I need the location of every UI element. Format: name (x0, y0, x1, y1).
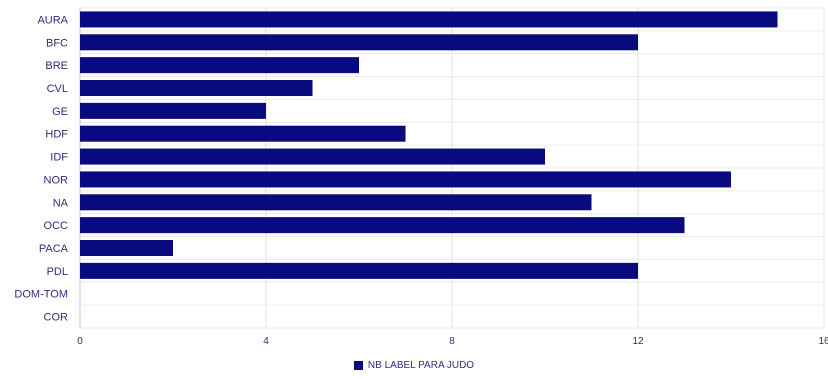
legend-label: NB LABEL PARA JUDO (367, 360, 475, 371)
bar (80, 262, 638, 279)
y-tick-label: AURA (37, 14, 68, 26)
y-tick-label: DOM-TOM (14, 289, 68, 301)
y-tick-label: COR (44, 312, 69, 324)
y-tick-label: NA (53, 197, 69, 209)
y-tick-label: PDL (47, 266, 68, 278)
y-tick-label: IDF (50, 152, 68, 164)
bar (80, 217, 685, 234)
bar (80, 102, 266, 119)
y-tick-label: HDF (45, 129, 68, 141)
y-tick-label: GE (52, 106, 68, 118)
bar (80, 34, 638, 51)
y-tick-label: BFC (46, 37, 68, 49)
y-tick-label: NOR (44, 174, 69, 186)
y-tick-label: OCC (44, 220, 69, 232)
bar (80, 57, 359, 74)
x-tick-label: 8 (449, 336, 455, 347)
bar (80, 240, 173, 256)
legend-swatch (353, 361, 363, 370)
x-tick-label: 16 (818, 336, 828, 347)
bar (80, 11, 778, 28)
bar (80, 171, 731, 188)
bar (80, 125, 406, 142)
bar (80, 148, 545, 165)
x-tick-label: 12 (632, 336, 644, 347)
bar (80, 80, 313, 96)
y-tick-label: PACA (39, 243, 69, 255)
x-tick-label: 4 (263, 336, 269, 347)
y-tick-label: CVL (47, 83, 68, 95)
x-tick-label: 0 (77, 336, 83, 347)
legend: NB LABEL PARA JUDO (0, 360, 828, 371)
y-tick-label: BRE (45, 60, 68, 72)
bar (80, 194, 592, 211)
